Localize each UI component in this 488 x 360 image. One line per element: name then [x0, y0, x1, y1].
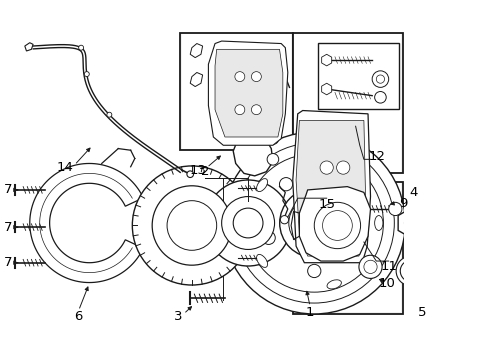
- Polygon shape: [25, 43, 33, 51]
- Text: 8: 8: [487, 306, 488, 319]
- Circle shape: [358, 255, 381, 278]
- Circle shape: [449, 253, 475, 280]
- Circle shape: [395, 256, 425, 286]
- Text: 1: 1: [305, 306, 314, 319]
- Circle shape: [363, 260, 376, 274]
- Circle shape: [186, 171, 193, 177]
- Text: 15: 15: [318, 198, 334, 211]
- Circle shape: [404, 216, 417, 230]
- Text: 12: 12: [368, 150, 385, 163]
- Circle shape: [221, 197, 274, 249]
- Circle shape: [314, 202, 360, 249]
- Circle shape: [444, 249, 480, 285]
- Polygon shape: [321, 83, 331, 95]
- Text: 10: 10: [378, 277, 395, 290]
- Text: 13: 13: [190, 163, 206, 176]
- Circle shape: [280, 216, 288, 224]
- Circle shape: [234, 72, 244, 82]
- Polygon shape: [292, 111, 370, 263]
- Circle shape: [320, 202, 333, 216]
- Circle shape: [107, 112, 112, 117]
- Bar: [292, 182, 402, 314]
- Circle shape: [320, 161, 333, 174]
- Circle shape: [374, 91, 386, 103]
- Circle shape: [279, 177, 292, 191]
- Circle shape: [266, 108, 278, 120]
- Circle shape: [79, 45, 83, 50]
- Circle shape: [335, 177, 348, 191]
- Polygon shape: [397, 208, 423, 238]
- Circle shape: [279, 188, 348, 257]
- Circle shape: [376, 75, 384, 83]
- Circle shape: [262, 231, 275, 244]
- Circle shape: [233, 208, 263, 238]
- Circle shape: [251, 72, 261, 82]
- Ellipse shape: [256, 255, 267, 267]
- Polygon shape: [30, 163, 143, 283]
- Circle shape: [167, 201, 216, 250]
- Text: 7: 7: [4, 184, 13, 197]
- Circle shape: [266, 133, 278, 144]
- Circle shape: [266, 153, 278, 165]
- Bar: [294, 35, 400, 172]
- Text: 14: 14: [56, 161, 73, 174]
- Polygon shape: [231, 91, 274, 176]
- Polygon shape: [321, 54, 331, 66]
- Text: 7: 7: [4, 221, 13, 234]
- Text: 6: 6: [74, 310, 82, 323]
- Text: 3: 3: [173, 310, 182, 323]
- Polygon shape: [190, 72, 202, 86]
- Ellipse shape: [326, 280, 341, 289]
- Circle shape: [152, 186, 231, 265]
- Circle shape: [336, 161, 349, 174]
- Circle shape: [204, 180, 290, 266]
- Polygon shape: [208, 41, 287, 145]
- Text: 5: 5: [417, 306, 425, 319]
- Bar: [180, 33, 292, 150]
- Polygon shape: [215, 49, 282, 137]
- Circle shape: [251, 105, 261, 115]
- Text: 7: 7: [4, 256, 13, 269]
- Circle shape: [223, 132, 405, 314]
- Circle shape: [132, 166, 251, 285]
- Circle shape: [336, 202, 349, 216]
- Circle shape: [84, 72, 89, 77]
- Ellipse shape: [374, 216, 382, 230]
- Circle shape: [405, 265, 416, 277]
- Text: 9: 9: [399, 197, 407, 210]
- Circle shape: [307, 264, 320, 278]
- Polygon shape: [190, 44, 202, 58]
- Text: 2: 2: [201, 165, 209, 178]
- Bar: [318, 43, 399, 109]
- Polygon shape: [295, 121, 365, 256]
- Polygon shape: [299, 186, 370, 261]
- Circle shape: [352, 231, 366, 244]
- Text: 11: 11: [380, 260, 396, 273]
- Bar: [292, 33, 402, 174]
- Bar: [182, 35, 290, 149]
- Circle shape: [234, 105, 244, 115]
- Bar: [294, 183, 400, 312]
- Circle shape: [371, 71, 388, 87]
- Ellipse shape: [326, 157, 341, 166]
- Text: 4: 4: [408, 186, 417, 199]
- Ellipse shape: [256, 179, 267, 192]
- Circle shape: [400, 260, 421, 282]
- Circle shape: [456, 260, 469, 274]
- Circle shape: [388, 202, 401, 216]
